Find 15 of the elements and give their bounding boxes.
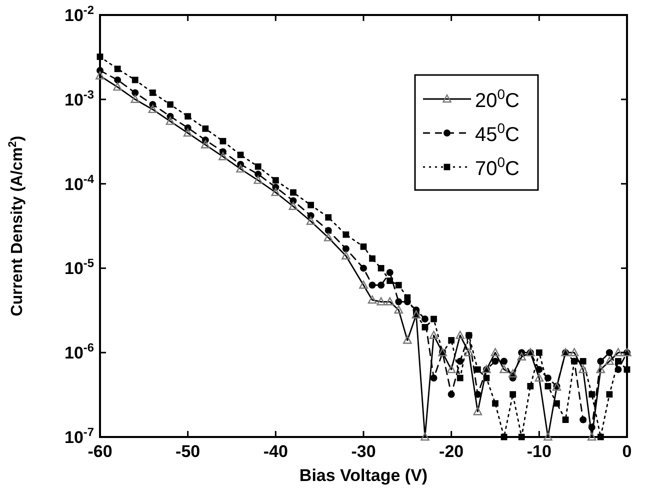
y-tick-label: 10$^{-2}$: [64, 3, 94, 25]
legend-label: 45$^{0}$C: [475, 120, 520, 146]
x-axis-title: Bias Voltage (V): [299, 466, 428, 485]
y-tick-label: 10$^{-5}$: [64, 256, 94, 278]
x-tick-label: -40: [263, 442, 288, 461]
y-tick-label: 10$^{-4}$: [64, 172, 94, 194]
x-tick-label: -10: [526, 442, 552, 461]
x-tick-label: -20: [439, 442, 464, 461]
x-tick-label: -50: [176, 442, 200, 461]
y-tick-label: 10$^{-6}$: [64, 340, 94, 363]
legend-label: 70$^{0}$C: [475, 154, 520, 180]
x-tick-label: -30: [351, 442, 376, 461]
legend-label: 20$^{0}$C: [475, 86, 520, 112]
x-tick-label: 0: [622, 442, 632, 461]
y-tick-label: 10$^{-3}$: [64, 87, 94, 110]
